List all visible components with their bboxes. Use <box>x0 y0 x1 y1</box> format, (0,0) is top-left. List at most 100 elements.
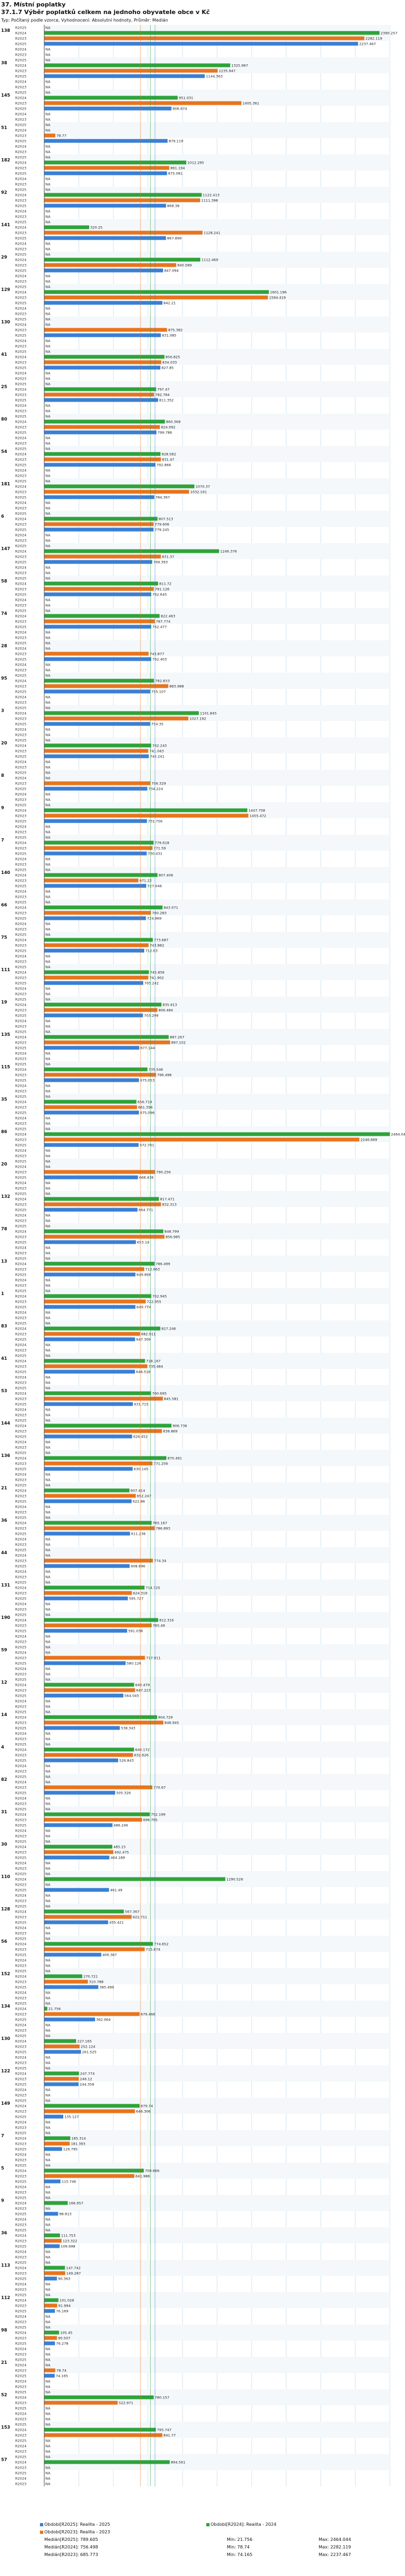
bar <box>44 495 154 499</box>
series-label: R2023 <box>15 1478 26 1482</box>
series-label: R2024 <box>15 2477 26 2481</box>
series-label: R2024 <box>15 371 26 376</box>
category-label: 44 <box>1 1550 8 1555</box>
na-label: NA <box>45 85 51 90</box>
bar <box>44 975 148 980</box>
category-label: 7 <box>1 838 4 843</box>
value-label: 622.86 <box>133 1500 145 1504</box>
bar <box>44 1855 110 1860</box>
value-label: 812.316 <box>159 1618 174 1623</box>
value-label: 664.771 <box>139 1208 153 1212</box>
series-label: R2024 <box>15 2266 26 2270</box>
bar <box>44 2239 62 2243</box>
na-label: NA <box>45 577 51 581</box>
value-label: 1144.363 <box>206 74 222 79</box>
na-label: NA <box>45 609 51 613</box>
value-label: 78.74 <box>56 2369 66 2373</box>
category-label: 20 <box>1 1162 8 1167</box>
bar <box>44 808 248 812</box>
value-label: 743.877 <box>150 652 164 656</box>
value-label: 883.988 <box>170 684 184 689</box>
series-label: R2025 <box>15 2293 26 2297</box>
bar <box>44 1294 152 1298</box>
series-label: R2024 <box>15 954 26 959</box>
na-label: NA <box>45 760 51 764</box>
na-label: NA <box>45 2471 51 2476</box>
series-label: R2024 <box>15 1748 26 1752</box>
na-label: NA <box>45 2164 51 2168</box>
na-label: NA <box>45 112 51 117</box>
series-label: R2023 <box>15 652 26 656</box>
category-label: 95 <box>1 676 8 681</box>
value-label: 631.715 <box>134 1402 148 1407</box>
value-label: 653.14 <box>137 1240 150 1245</box>
na-label: NA <box>45 1834 51 1839</box>
value-label: 2464.044 <box>391 1133 405 1137</box>
bar <box>44 1693 124 1698</box>
category-label: 86 <box>1 1129 8 1134</box>
min-r2024: Min: 78.74 <box>227 2545 250 2550</box>
na-label: NA <box>45 2380 51 2384</box>
bar <box>44 2082 79 2086</box>
series-label: R2023 <box>15 733 26 737</box>
series-label: R2023 <box>15 1138 26 1142</box>
bar <box>44 1531 130 1536</box>
value-label: 656.719 <box>138 1100 152 1104</box>
category-label: 130 <box>1 320 10 324</box>
series-label: R2024 <box>15 501 26 505</box>
min-r2023: Min: 74.165 <box>227 2552 253 2557</box>
series-label: R2023 <box>15 2304 26 2308</box>
legend-swatch <box>40 2531 43 2534</box>
na-label: NA <box>45 1381 51 1385</box>
na-label: NA <box>45 1019 51 1023</box>
na-label: NA <box>45 350 51 354</box>
series-label: R2025 <box>15 2180 26 2184</box>
na-label: NA <box>45 927 51 932</box>
na-label: NA <box>45 2347 51 2351</box>
bar <box>44 1240 136 1244</box>
series-label: R2023 <box>15 2369 26 2373</box>
series-label: R2025 <box>15 917 26 921</box>
bar <box>44 754 149 758</box>
series-label: R2025 <box>15 2390 26 2395</box>
na-label: NA <box>45 998 51 1002</box>
bar <box>44 1305 136 1309</box>
bar <box>44 1197 159 1201</box>
bar <box>44 295 268 300</box>
series-label: R2025 <box>15 334 26 338</box>
bar <box>44 1909 124 1914</box>
series-label: R2024 <box>15 1214 26 1218</box>
series-label: R2024 <box>15 566 26 570</box>
bar <box>44 1002 162 1007</box>
bar <box>44 2071 79 2076</box>
na-label: NA <box>45 663 51 667</box>
series-label: R2025 <box>15 2196 26 2200</box>
bar <box>44 679 154 683</box>
series-label: R2024 <box>15 663 26 667</box>
category-label: 78 <box>1 1226 8 1231</box>
series-label: R2024 <box>15 1197 26 1202</box>
series-label: R2023 <box>15 2336 26 2341</box>
series-label: R2025 <box>15 625 26 629</box>
series-label: R2025 <box>15 236 26 241</box>
series-label: R2025 <box>15 1273 26 1277</box>
value-label: 1128.241 <box>204 231 220 235</box>
bar <box>44 1456 167 1460</box>
na-label: NA <box>45 1543 51 1547</box>
value-label: 1290.526 <box>226 1877 243 1882</box>
series-label: R2025 <box>15 1305 26 1310</box>
bar <box>44 905 163 910</box>
value-label: 765.49 <box>153 1624 165 1628</box>
value-label: 807.406 <box>159 873 173 878</box>
na-label: NA <box>45 1446 51 1450</box>
series-label: R2024 <box>15 2104 26 2109</box>
na-label: NA <box>45 1030 51 1034</box>
category-label: 1 <box>1 1291 4 1296</box>
value-label: 781.126 <box>155 587 170 592</box>
series-label: R2025 <box>15 2099 26 2103</box>
series-label: R2023 <box>15 263 26 268</box>
category-label: 8 <box>1 773 4 778</box>
series-label: R2024 <box>15 1764 26 1768</box>
series-label: R2023 <box>15 2174 26 2179</box>
na-label: NA <box>45 1165 51 1169</box>
